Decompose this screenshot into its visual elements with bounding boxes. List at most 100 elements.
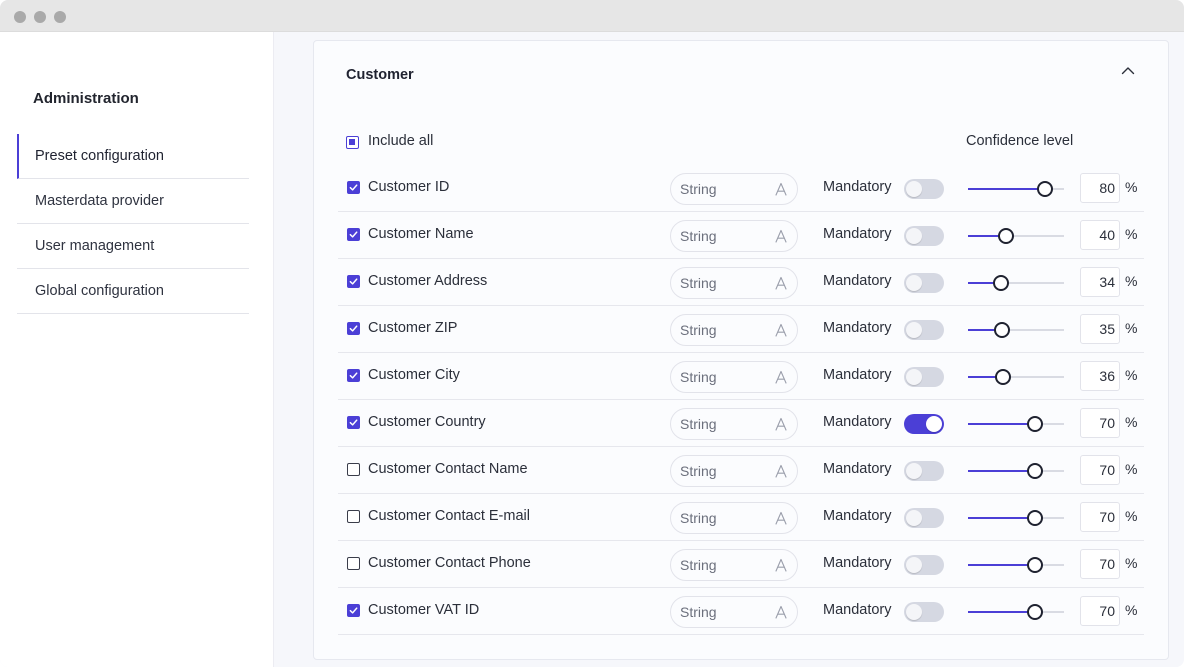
field-row-customer-vat-id: Customer VAT ID String Mandatory 70% — [338, 588, 1144, 635]
confidence-slider[interactable] — [968, 369, 1064, 385]
percent-symbol: % — [1125, 602, 1138, 618]
toggle-knob — [906, 369, 922, 385]
confidence-input[interactable]: 70 — [1080, 596, 1120, 626]
text-type-icon — [774, 511, 788, 525]
toggle-knob — [906, 181, 922, 197]
confidence-slider[interactable] — [968, 181, 1064, 197]
type-value: String — [680, 228, 717, 244]
maximize-window-dot[interactable] — [54, 11, 66, 23]
confidence-slider[interactable] — [968, 275, 1064, 291]
slider-fill — [968, 517, 1036, 519]
type-select[interactable]: String — [670, 220, 798, 252]
confidence-slider[interactable] — [968, 463, 1064, 479]
confidence-slider[interactable] — [968, 228, 1064, 244]
type-select[interactable]: String — [670, 549, 798, 581]
mandatory-toggle[interactable] — [904, 555, 944, 575]
sidebar-nav: Preset configuration Masterdata provider U… — [17, 134, 249, 314]
type-select[interactable]: String — [670, 408, 798, 440]
percent-symbol: % — [1125, 367, 1138, 383]
field-row-customer-contact-phone: Customer Contact Phone String Mandatory 70% — [338, 541, 1144, 588]
confidence-input[interactable]: 40 — [1080, 220, 1120, 250]
type-select[interactable]: String — [670, 267, 798, 299]
slider-handle[interactable] — [1036, 181, 1053, 197]
sidebar-item-user-management[interactable]: User management — [17, 224, 249, 269]
confidence-input[interactable]: 34 — [1080, 267, 1120, 297]
sidebar-item-masterdata-provider[interactable]: Masterdata provider — [17, 179, 249, 224]
include-checkbox[interactable] — [347, 510, 360, 523]
confidence-slider[interactable] — [968, 322, 1064, 338]
include-checkbox[interactable] — [347, 228, 360, 241]
type-select[interactable]: String — [670, 173, 798, 205]
type-select[interactable]: String — [670, 455, 798, 487]
field-label: Customer Contact E-mail — [368, 508, 530, 524]
slider-track — [968, 235, 1064, 237]
type-select[interactable]: String — [670, 314, 798, 346]
slider-handle[interactable] — [1027, 510, 1044, 526]
slider-fill — [968, 611, 1036, 613]
confidence-input[interactable]: 80 — [1080, 173, 1120, 203]
confidence-slider[interactable] — [968, 604, 1064, 620]
text-type-icon — [774, 182, 788, 196]
percent-symbol: % — [1125, 461, 1138, 477]
slider-handle[interactable] — [993, 322, 1010, 338]
slider-handle[interactable] — [1027, 557, 1044, 573]
mandatory-toggle[interactable] — [904, 320, 944, 340]
confidence-input[interactable]: 35 — [1080, 314, 1120, 344]
text-type-icon — [774, 323, 788, 337]
type-select[interactable]: String — [670, 361, 798, 393]
include-checkbox[interactable] — [347, 181, 360, 194]
slider-handle[interactable] — [992, 275, 1009, 291]
field-row-customer-zip: Customer ZIP String Mandatory 35% — [338, 306, 1144, 353]
percent-symbol: % — [1125, 179, 1138, 195]
mandatory-toggle[interactable] — [904, 461, 944, 481]
include-checkbox[interactable] — [347, 369, 360, 382]
include-checkbox[interactable] — [347, 463, 360, 476]
percent-symbol: % — [1125, 320, 1138, 336]
mandatory-toggle[interactable] — [904, 508, 944, 528]
slider-handle[interactable] — [998, 228, 1015, 244]
type-select[interactable]: String — [670, 596, 798, 628]
include-checkbox[interactable] — [347, 557, 360, 570]
type-value: String — [680, 181, 717, 197]
mandatory-toggle[interactable] — [904, 602, 944, 622]
sidebar: Administration Preset configuration Maste… — [0, 32, 274, 667]
confidence-input[interactable]: 70 — [1080, 455, 1120, 485]
include-all-label: Include all — [368, 133, 434, 149]
toggle-knob — [906, 228, 922, 244]
slider-fill — [968, 188, 1045, 190]
slider-handle[interactable] — [1027, 463, 1044, 479]
confidence-slider[interactable] — [968, 557, 1064, 573]
sidebar-item-global-configuration[interactable]: Global configuration — [17, 269, 249, 314]
confidence-input[interactable]: 36 — [1080, 361, 1120, 391]
mandatory-label: Mandatory — [823, 367, 892, 383]
slider-handle[interactable] — [994, 369, 1011, 385]
toggle-knob — [906, 275, 922, 291]
mandatory-toggle[interactable] — [904, 273, 944, 293]
minimize-window-dot[interactable] — [34, 11, 46, 23]
include-checkbox[interactable] — [347, 416, 360, 429]
slider-fill — [968, 470, 1036, 472]
close-window-dot[interactable] — [14, 11, 26, 23]
slider-handle[interactable] — [1027, 416, 1044, 432]
mandatory-toggle[interactable] — [904, 179, 944, 199]
chevron-up-icon[interactable] — [1120, 63, 1136, 79]
confidence-input[interactable]: 70 — [1080, 408, 1120, 438]
sidebar-item-preset-configuration[interactable]: Preset configuration — [17, 134, 249, 179]
include-checkbox[interactable] — [347, 604, 360, 617]
mandatory-label: Mandatory — [823, 555, 892, 571]
confidence-slider[interactable] — [968, 416, 1064, 432]
mandatory-toggle[interactable] — [904, 226, 944, 246]
include-all-checkbox[interactable] — [346, 136, 359, 149]
mandatory-label: Mandatory — [823, 226, 892, 242]
type-select[interactable]: String — [670, 502, 798, 534]
mandatory-toggle[interactable] — [904, 414, 944, 434]
confidence-input[interactable]: 70 — [1080, 549, 1120, 579]
include-checkbox[interactable] — [347, 322, 360, 335]
mandatory-toggle[interactable] — [904, 367, 944, 387]
confidence-slider[interactable] — [968, 510, 1064, 526]
mandatory-label: Mandatory — [823, 461, 892, 477]
include-checkbox[interactable] — [347, 275, 360, 288]
confidence-input[interactable]: 70 — [1080, 502, 1120, 532]
slider-handle[interactable] — [1027, 604, 1044, 620]
